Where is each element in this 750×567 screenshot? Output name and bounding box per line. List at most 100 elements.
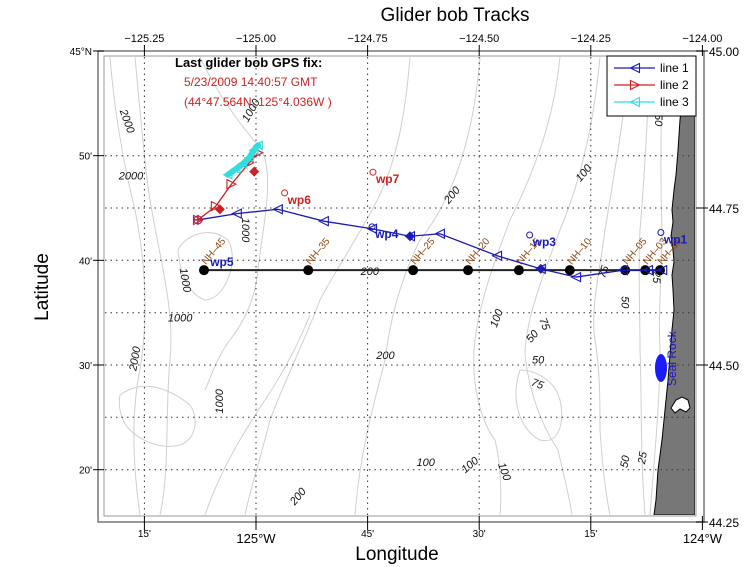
contour-label: 25	[636, 450, 650, 466]
left-tick-label: 45°N	[70, 47, 92, 58]
track-marker	[642, 264, 653, 276]
track-line-2	[192, 147, 264, 226]
left-tick-label: 30'	[79, 361, 92, 372]
top-tick-label: −124.50	[459, 33, 499, 45]
contour-label: 1000	[239, 218, 251, 243]
legend-marker	[629, 62, 641, 74]
waypoint-marker	[368, 223, 376, 231]
bathymetry-contours	[109, 57, 664, 515]
top-tick-label: −124.75	[348, 33, 388, 45]
land-inlet	[670, 396, 691, 414]
contour-label: 1000	[177, 267, 193, 294]
top-tick-label: −125.25	[124, 33, 164, 45]
track-marker	[491, 250, 503, 262]
track-marker	[272, 203, 283, 215]
seal-rock-label: Seal Rock	[665, 330, 679, 386]
bottom-tick-label: 45'	[361, 529, 374, 540]
track-marker	[252, 140, 263, 151]
contour-label: 1000	[168, 312, 193, 324]
track-marker	[243, 152, 254, 163]
diamond-marker	[405, 231, 416, 242]
track-line-3	[222, 140, 263, 180]
legend-label: line 1	[660, 61, 689, 75]
contour-label: 1000	[214, 388, 226, 413]
right-tick-label: 44.25	[709, 516, 739, 530]
diamond-marker	[535, 263, 546, 274]
contour-label: 75	[536, 316, 552, 332]
diamond-marker	[249, 166, 260, 177]
waypoint-label: wp3	[532, 235, 557, 249]
track-marker	[230, 164, 241, 175]
track-marker	[231, 208, 242, 220]
legend: line 1 line 2 line 3	[606, 55, 697, 117]
waypoint-marker	[657, 228, 665, 236]
top-tick-label: −124.00	[682, 33, 722, 45]
top-tick-label: −124.25	[571, 33, 611, 45]
left-tick-label: 50'	[79, 152, 92, 163]
waypoint-label: wp6	[287, 193, 312, 207]
station-marker	[463, 265, 474, 276]
waypoint-marker	[369, 168, 377, 176]
last-fix-annotation: Last glider bob GPS fix: 5/23/2009 14:40…	[175, 55, 332, 109]
seal-rock-marker-cluster	[655, 354, 667, 382]
track-marker	[248, 145, 259, 156]
station-marker	[408, 265, 419, 276]
legend-label: line 3	[660, 95, 689, 109]
track-marker	[318, 215, 329, 227]
track-marker	[192, 214, 204, 226]
x-axis-label: Longitude	[355, 544, 438, 565]
legend-label: line 2	[660, 78, 689, 92]
contour-label: 75	[596, 263, 612, 279]
annotation-position: (44°47.564N, 125°4.036W )	[184, 95, 332, 109]
contour-label: 50	[618, 296, 630, 309]
legend-marker	[629, 96, 641, 108]
annotation-timestamp: 5/23/2009 14:40:57 GMT	[184, 75, 318, 89]
legend-marker	[629, 79, 641, 91]
station-marker	[303, 265, 314, 276]
track-marker	[222, 169, 233, 180]
chart-title: Glider bob Tracks	[381, 5, 530, 26]
track-marker	[237, 159, 248, 170]
left-tick-label: 40'	[79, 256, 92, 267]
contour-label: 75	[529, 377, 545, 393]
contour-label: 200	[360, 266, 380, 278]
waypoint-marker	[281, 189, 289, 197]
contour-label: 50	[652, 114, 664, 127]
y-axis-label: Latitude	[32, 253, 53, 321]
bottom-tick-label: 15'	[138, 529, 151, 540]
contour-label: 200	[375, 350, 395, 362]
track-marker	[656, 264, 668, 276]
station-marker	[564, 265, 575, 276]
waypoint-label: wp5	[209, 255, 234, 269]
left-tick-label: 20'	[79, 466, 92, 477]
track-marker	[434, 228, 445, 240]
waypoint-label: wp7	[375, 172, 400, 186]
contour-label: 2000	[127, 345, 143, 373]
bottom-tick-label: 124°W	[683, 531, 723, 546]
station-marker	[513, 265, 524, 276]
waypoint-marker	[526, 231, 534, 239]
bottom-tick-label: 125°W	[236, 531, 276, 546]
contour-label: 50	[532, 355, 545, 367]
waypoint-label: wp1	[663, 232, 688, 246]
annotation-heading: Last glider bob GPS fix:	[175, 55, 322, 70]
right-tick-label: 44.50	[709, 359, 739, 373]
track-line	[197, 152, 259, 221]
waypoint-label: wp4	[374, 227, 399, 241]
diamond-marker	[214, 204, 225, 215]
track-marker	[366, 223, 378, 235]
right-tick-label: 44.75	[709, 202, 739, 216]
track-marker	[570, 271, 582, 283]
track-marker	[617, 264, 628, 276]
contour-label: 100	[416, 457, 435, 469]
track-line-1	[192, 203, 668, 283]
contour-label: 2000	[118, 171, 144, 183]
track-marker	[226, 178, 238, 190]
track-line	[197, 208, 663, 278]
station-marker	[198, 265, 209, 276]
top-tick-label: −125.00	[236, 33, 276, 45]
contour-label: 50	[619, 454, 633, 469]
bottom-tick-label: 15'	[584, 529, 597, 540]
bottom-tick-label: 30'	[473, 529, 486, 540]
